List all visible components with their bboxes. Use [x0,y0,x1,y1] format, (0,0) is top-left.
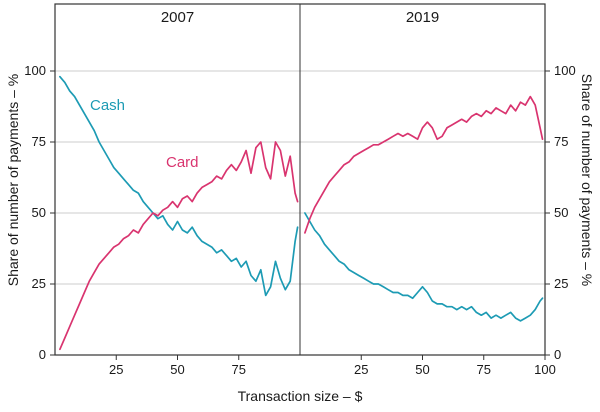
y-tick-label-right: 100 [554,63,576,78]
y-tick-label-right: 75 [554,134,568,149]
y-tick-label-left: 0 [39,347,46,362]
x-tick-label: 75 [477,362,491,377]
y-axis-label-left: Share of number of payments – % [5,73,21,287]
y-tick-label-left: 50 [32,205,46,220]
x-tick-label: 100 [534,362,556,377]
x-axis-label: Transaction size – $ [237,388,363,404]
series-line-card-2019 [304,95,544,234]
x-tick-label: 50 [170,362,184,377]
panel-title-2007: 2007 [160,9,195,26]
panel-title-2019: 2019 [405,9,440,26]
y-tick-label-left: 75 [32,134,46,149]
y-tick-label-right: 0 [554,347,561,362]
y-tick-label-left: 25 [32,276,46,291]
x-tick-label: 25 [354,362,368,377]
x-tick-label: 75 [232,362,246,377]
series-line-card-2007 [59,141,299,351]
x-tick-label: 50 [415,362,429,377]
series-label-cash: Cash [90,97,126,114]
y-axis-label-right: Share of number of payments – % [579,73,595,287]
series-line-cash-2007 [59,75,299,297]
y-tick-label-right: 50 [554,205,568,220]
y-tick-label-left: 100 [24,63,46,78]
x-tick-label: 25 [109,362,123,377]
series-line-cash-2019 [304,212,544,322]
y-tick-label-right: 25 [554,276,568,291]
series-label-card: Card [166,154,199,171]
